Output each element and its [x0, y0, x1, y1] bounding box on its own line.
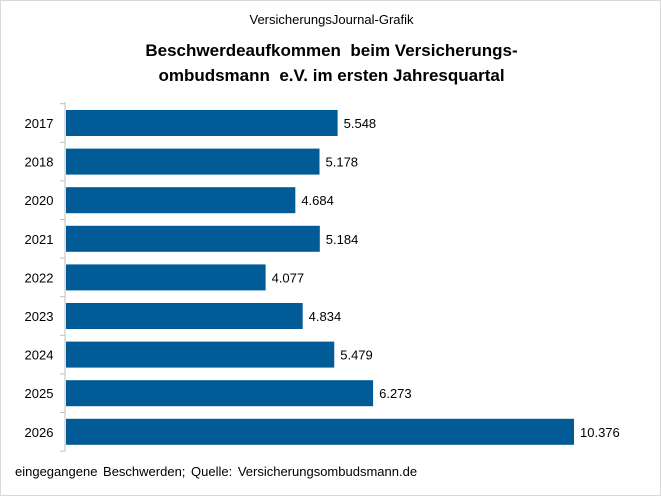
bar [66, 380, 374, 407]
value-label: 4.077 [272, 270, 305, 285]
value-label: 5.184 [326, 232, 359, 247]
bar [66, 110, 338, 136]
bar [66, 418, 574, 445]
category-label: 2018 [25, 155, 54, 170]
chart-title: Beschwerdeaufkommen beim Versicherungs- … [145, 41, 518, 85]
bar [66, 225, 320, 252]
category-label: 2024 [25, 348, 54, 363]
category-label: 2022 [25, 270, 54, 285]
category-label: 2026 [25, 425, 54, 440]
bar [66, 264, 266, 291]
category-label: 2020 [25, 193, 54, 208]
value-label: 5.479 [340, 348, 373, 363]
category-label: 2025 [25, 386, 54, 401]
bar [66, 187, 296, 214]
value-label: 6.273 [379, 386, 412, 401]
category-label: 2017 [25, 116, 54, 131]
bar [66, 341, 335, 368]
value-label: 10.376 [580, 425, 620, 440]
category-label: 2023 [25, 309, 54, 324]
bar [66, 148, 320, 175]
footnote: eingegangene Beschwerden; Quelle: Versic… [15, 464, 418, 479]
value-label: 5.548 [344, 116, 377, 131]
source-label: VersicherungsJournal-Grafik [249, 12, 414, 27]
value-label: 5.178 [326, 155, 359, 170]
value-label: 4.834 [309, 309, 342, 324]
category-label: 2021 [25, 232, 54, 247]
value-label: 4.684 [301, 193, 334, 208]
bar [66, 303, 303, 329]
bar-chart: 2017 5.548 2018 5.178 2020 4.684 2021 5.184 2022… [25, 101, 620, 452]
